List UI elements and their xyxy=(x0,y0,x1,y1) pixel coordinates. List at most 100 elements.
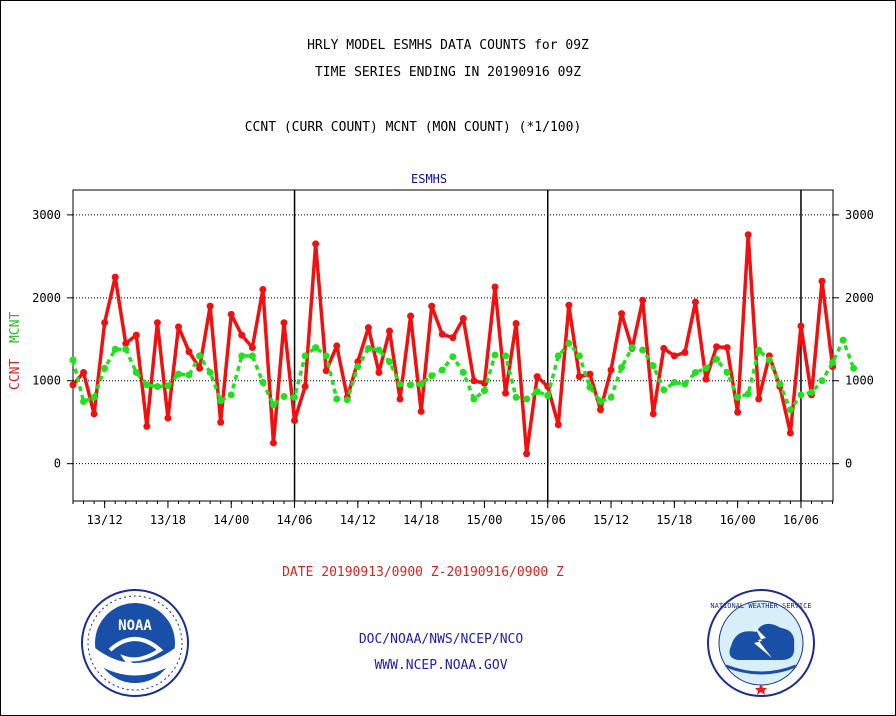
mcnt-series-point xyxy=(797,391,805,399)
mcnt-series-point xyxy=(491,351,499,359)
mcnt-series-point xyxy=(628,344,636,352)
ccnt-series-point xyxy=(196,364,204,372)
ccnt-series-point xyxy=(533,373,541,381)
ccnt-series-point xyxy=(80,368,88,376)
mcnt-series-point xyxy=(639,346,647,354)
mcnt-series-point xyxy=(132,368,140,376)
mcnt-series-point xyxy=(755,346,763,354)
ccnt-series-point xyxy=(523,450,531,458)
ccnt-series-point xyxy=(90,410,98,418)
ccnt-series-point xyxy=(417,407,425,415)
ccnt-series-point xyxy=(597,406,604,414)
footer-doc[interactable]: DOC/NOAA/NWS/NCEP/NCO xyxy=(358,632,524,647)
mcnt-series-point xyxy=(702,364,710,372)
ccnt-series-point xyxy=(238,331,246,339)
mcnt-series-point xyxy=(269,401,277,409)
ccnt-series-point xyxy=(607,366,615,374)
ccnt-series-point xyxy=(438,330,446,338)
mcnt-series-point xyxy=(364,344,372,352)
mcnt-series-point xyxy=(713,355,721,363)
x-tick-label: 14/18 xyxy=(403,513,439,527)
mcnt-series-point xyxy=(670,378,678,386)
x-tick-label: 16/06 xyxy=(783,513,819,527)
mcnt-series-point xyxy=(565,339,573,347)
mcnt-series-point xyxy=(839,336,847,344)
ccnt-series-point xyxy=(132,331,140,339)
mcnt-series-point xyxy=(101,364,109,372)
ccnt-series-point xyxy=(375,368,383,376)
ccnt-series-point xyxy=(227,310,235,318)
ccnt-series-point xyxy=(681,349,689,357)
ccnt-series-point xyxy=(143,422,151,430)
nws-logo-text: NATIONAL WEATHER SERVICE xyxy=(710,602,811,610)
y-tick-label-left: 1000 xyxy=(32,374,61,388)
chart-title-line3: CCNT (CURR COUNT) MCNT (MON COUNT) (*1/1… xyxy=(244,120,582,135)
mcnt-series-point xyxy=(649,362,657,370)
y-tick-label-left: 0 xyxy=(54,457,61,471)
ccnt-series-point xyxy=(786,429,794,437)
ccnt-series-point xyxy=(386,327,393,335)
mcnt-series-point xyxy=(196,352,204,360)
mcnt-series-point xyxy=(90,393,98,401)
mcnt-series-point xyxy=(333,395,341,403)
ccnt-series-point xyxy=(333,342,341,350)
ccnt-series-point xyxy=(269,439,277,447)
ccnt-series-point xyxy=(164,414,172,422)
mcnt-series-point xyxy=(597,397,604,405)
mcnt-series-point xyxy=(322,352,330,360)
mcnt-series-point xyxy=(417,380,425,388)
ccnt-series-point xyxy=(702,375,710,383)
footer-url[interactable]: WWW.NCEP.NOAA.GOV xyxy=(374,658,508,673)
ccnt-series-point xyxy=(670,352,678,360)
mcnt-series-point xyxy=(502,352,510,360)
mcnt-series-point xyxy=(575,352,583,360)
ccnt-series-point xyxy=(459,315,467,323)
mcnt-series-point xyxy=(80,397,88,405)
y-tick-label-right: 2000 xyxy=(845,291,874,305)
mcnt-series-point xyxy=(818,377,826,385)
mcnt-series-point xyxy=(301,352,309,360)
ccnt-series-point xyxy=(723,344,731,352)
ccnt-series-point xyxy=(111,273,119,281)
date-range: DATE 20190913/0900 Z-20190916/0900 Z xyxy=(282,565,564,580)
mcnt-series-point xyxy=(776,380,784,388)
mcnt-series-point xyxy=(407,381,415,389)
mcnt-series-point xyxy=(386,358,393,366)
mcnt-series-point xyxy=(259,378,267,386)
ccnt-series-point xyxy=(575,373,583,381)
mcnt-series-point xyxy=(280,393,288,401)
mcnt-series-point xyxy=(69,356,77,364)
x-tick-label: 13/18 xyxy=(150,513,186,527)
mcnt-series-point xyxy=(354,363,362,371)
ccnt-series-point xyxy=(512,320,520,328)
mcnt-series-point xyxy=(765,356,773,364)
ccnt-series-point xyxy=(259,286,267,294)
ccnt-series-point xyxy=(554,421,562,429)
mcnt-series-point xyxy=(449,353,457,361)
mcnt-series-point xyxy=(512,393,520,401)
ccnt-series-point xyxy=(312,240,320,248)
mcnt-series-point xyxy=(428,372,436,380)
mcnt-series-point xyxy=(248,352,256,360)
ccnt-series-point xyxy=(734,408,742,416)
ccnt-series-point xyxy=(69,381,77,389)
ccnt-series-point xyxy=(618,310,626,318)
ccnt-series-point xyxy=(470,377,478,385)
ccnt-series-point xyxy=(428,302,436,310)
ccnt-series-point xyxy=(639,296,647,304)
mcnt-series-point xyxy=(111,345,119,353)
x-tick-label: 16/00 xyxy=(720,513,756,527)
mcnt-series-point xyxy=(164,382,172,390)
x-tick-label: 15/06 xyxy=(530,513,566,527)
mcnt-series-point xyxy=(343,396,351,404)
mcnt-series-point xyxy=(808,388,815,396)
mcnt-series-point xyxy=(554,352,562,360)
ccnt-series-point xyxy=(101,319,109,327)
ccnt-series-point xyxy=(122,339,130,347)
ccnt-series-point xyxy=(744,231,752,239)
mcnt-series-point xyxy=(396,380,404,388)
ccnt-series-point xyxy=(713,343,721,351)
ccnt-series-point xyxy=(502,389,510,397)
mcnt-series-point xyxy=(206,368,214,376)
mcnt-series-point xyxy=(850,364,858,372)
